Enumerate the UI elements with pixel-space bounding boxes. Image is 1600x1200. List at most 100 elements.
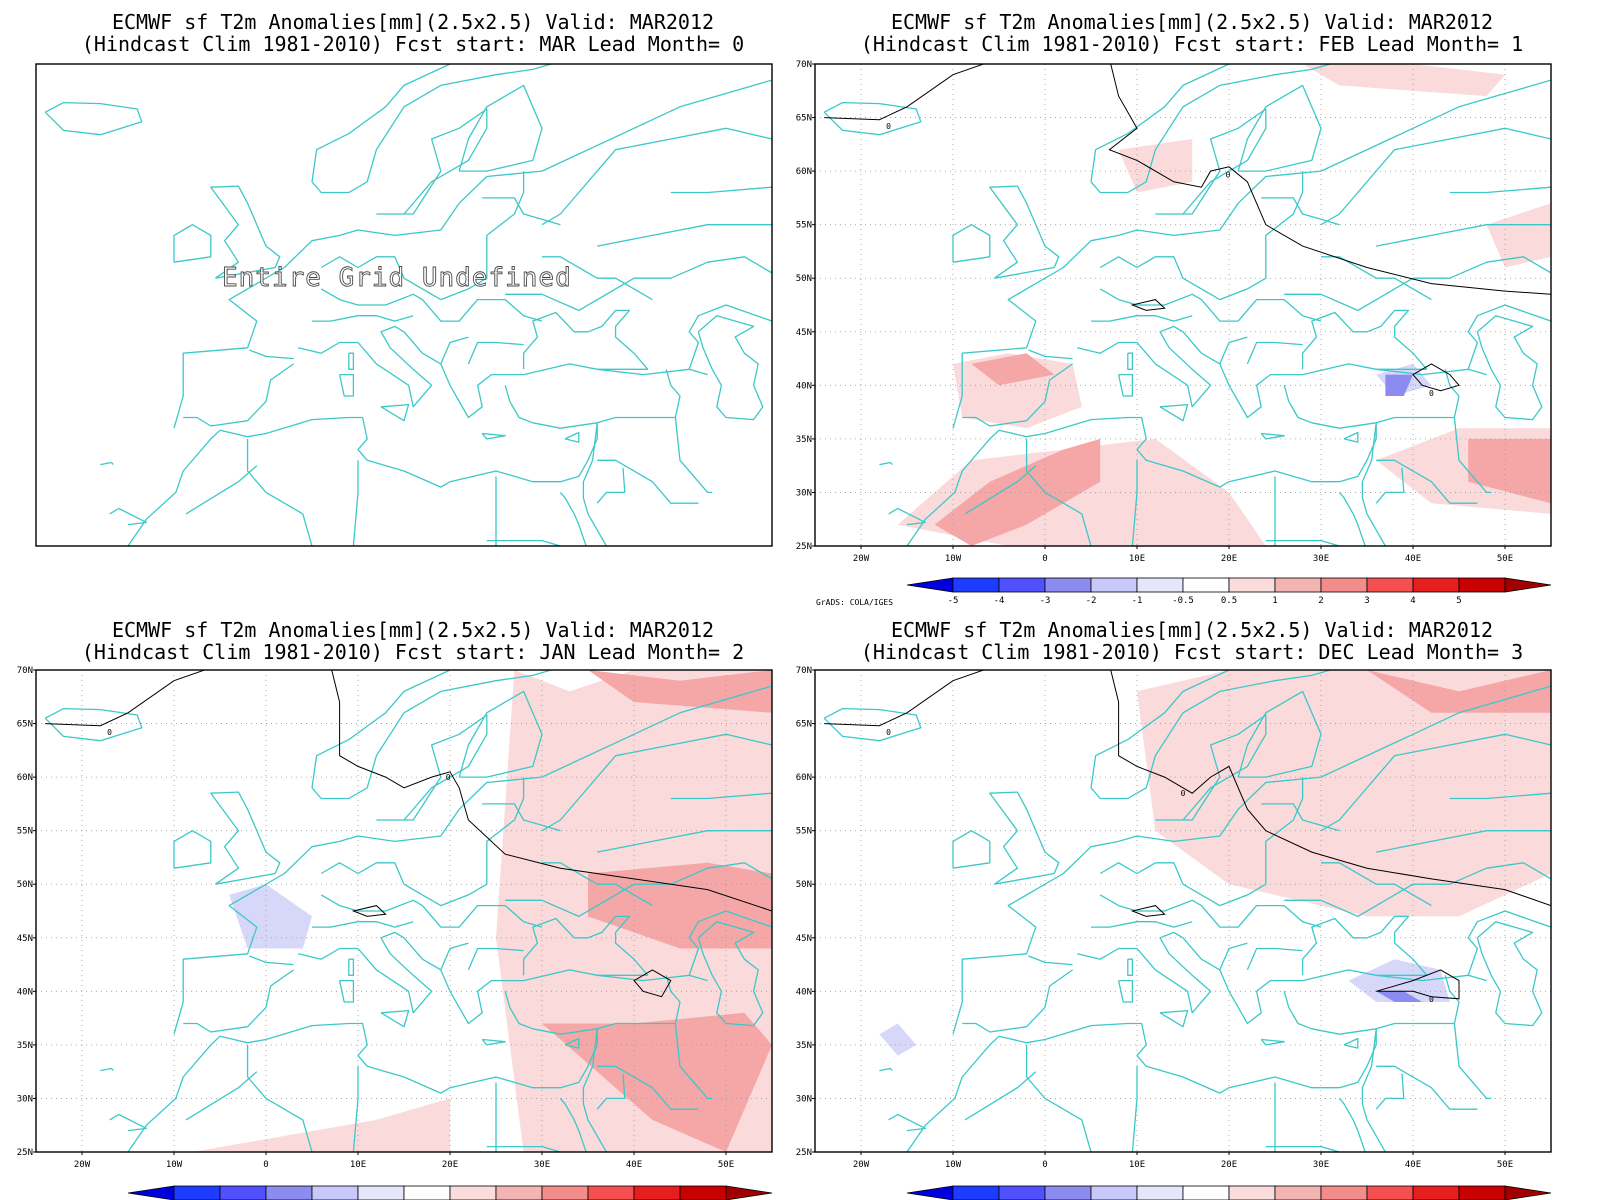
colorbar-swatch <box>679 1185 727 1200</box>
coastline <box>1375 467 1405 504</box>
colorbar-swatch <box>952 1185 1000 1200</box>
coastline <box>348 352 355 370</box>
coastline <box>100 461 114 466</box>
coastline <box>541 127 772 226</box>
coastline <box>486 539 561 546</box>
contour-label: 0 <box>886 122 891 131</box>
zero-contour <box>824 670 986 727</box>
colorbar-label: 1 <box>1272 596 1277 606</box>
coastline <box>989 185 1060 279</box>
zero-contour <box>824 64 986 121</box>
colorbar: -5 -4 -3 -2 -1 -0.5 0.5 1 2 3 4 5 <box>906 577 1552 606</box>
colorbar-swatch <box>311 1185 359 1200</box>
coastline <box>1131 460 1138 546</box>
coastline <box>522 915 649 976</box>
coastline <box>338 373 355 397</box>
lat-tick-label: 40N <box>17 987 33 997</box>
lon-tick-label: 20W <box>853 1160 870 1170</box>
zero-contour-loop <box>1130 299 1166 311</box>
coastline <box>1284 256 1551 312</box>
coastline <box>505 256 772 312</box>
coastline <box>185 465 258 515</box>
coastline <box>674 1023 713 1100</box>
colorbar-swatch <box>1504 577 1552 593</box>
zero-contour <box>45 670 207 727</box>
panel-title-line1: ECMWF sf T2m Anomalies[mm](2.5x2.5) Vali… <box>112 618 714 642</box>
coastline <box>688 910 772 976</box>
coastline <box>1449 186 1551 194</box>
lat-tick-label: 70N <box>796 60 812 70</box>
coastline <box>697 315 764 421</box>
panel-title-line2: (Hindcast Clim 1981-2010) Fcst start: FE… <box>861 32 1523 56</box>
colorbar-swatch <box>998 1185 1046 1200</box>
coastline <box>952 685 1551 1035</box>
coastline <box>1320 127 1551 226</box>
zero-contour-loop <box>633 969 672 998</box>
coastline <box>906 991 1377 1152</box>
map-content <box>44 64 772 546</box>
coastline <box>481 1038 506 1046</box>
coastline <box>1077 325 1427 419</box>
grads-credit: GrADS: COLA/IGES <box>816 598 893 607</box>
coastline <box>888 507 927 526</box>
lat-tick-label: 35N <box>796 435 812 445</box>
zero-contour-loop <box>1376 969 1460 1000</box>
lon-tick-label: 30E <box>1313 1160 1329 1170</box>
coastline <box>185 1071 258 1121</box>
colorbar-swatch <box>403 1185 451 1200</box>
colorbar-swatch <box>633 1185 681 1200</box>
coastline <box>596 467 626 504</box>
lat-tick-label: 50N <box>796 880 812 890</box>
coastline <box>1155 108 1267 215</box>
lat-tick-label: 30N <box>17 1094 33 1104</box>
coastline <box>467 947 524 971</box>
coastline <box>596 1073 626 1110</box>
lon-tick-label: 10W <box>166 1160 183 1170</box>
coastline <box>1090 64 1331 194</box>
map-content: 0 0 0 <box>815 64 1551 546</box>
anomaly-region <box>229 884 312 949</box>
lon-tick-label: 20E <box>1221 1160 1237 1170</box>
panel-lead-month-1: ECMWF sf T2m Anomalies[mm](2.5x2.5) Vali… <box>796 10 1552 607</box>
coastline <box>787 1004 810 1015</box>
colorbar-label: 0.5 <box>1221 596 1237 606</box>
coastline <box>249 955 294 966</box>
coastline <box>1260 1038 1285 1046</box>
coastline <box>564 431 580 443</box>
coastline <box>1099 288 1322 322</box>
contour-label: 0 <box>886 728 891 737</box>
lat-tick-label: 55N <box>17 827 33 837</box>
coastline <box>1265 1145 1340 1152</box>
coastline <box>952 79 1551 429</box>
lat-tick-label: 25N <box>796 542 812 552</box>
colorbar-swatch <box>906 577 954 593</box>
coastline <box>127 991 598 1152</box>
coastline <box>298 931 648 1025</box>
colorbar-swatch <box>1090 1185 1138 1200</box>
coastline <box>352 1066 359 1152</box>
colorbar-swatch <box>1228 1185 1276 1200</box>
colorbar-swatch <box>1412 1185 1460 1200</box>
map-border <box>814 63 1552 547</box>
coastline <box>888 1113 927 1132</box>
colorbar-swatch <box>1274 1185 1322 1200</box>
colorbar-swatch <box>1136 577 1184 593</box>
contour-label: 0 <box>1226 170 1231 179</box>
colorbar-label: -4 <box>994 596 1005 606</box>
colorbar-label: -3 <box>1040 596 1051 606</box>
coastline <box>1028 955 1073 966</box>
coastline <box>1099 894 1322 928</box>
coastline <box>1025 438 1092 546</box>
coastline <box>1338 491 1366 546</box>
lon-tick-label: 50E <box>1497 554 1513 564</box>
coastline <box>312 921 414 928</box>
coastline <box>1476 315 1543 421</box>
coastline <box>1127 352 1134 370</box>
coastline <box>1321 862 1432 907</box>
undefined-grid-message: Entire Grid Undefined <box>222 263 572 293</box>
lon-tick-label: 20E <box>442 1160 458 1170</box>
anomaly-region <box>542 1012 772 1152</box>
coastline <box>338 979 355 1003</box>
anomaly-region <box>174 1098 450 1152</box>
